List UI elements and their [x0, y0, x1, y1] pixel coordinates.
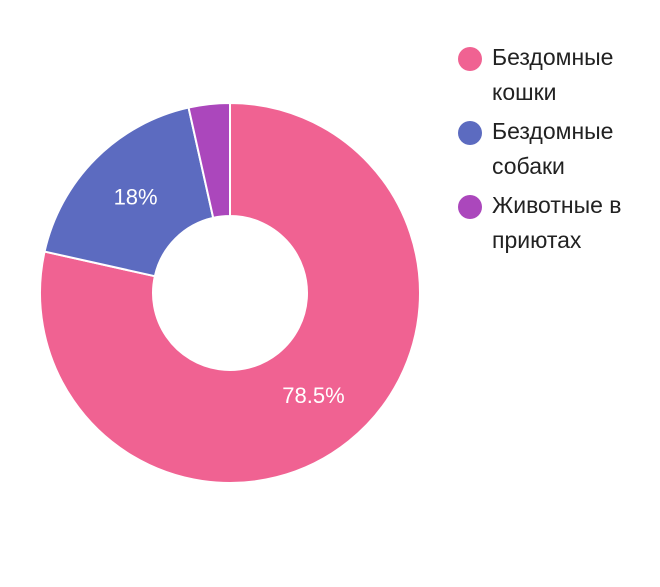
data-label-homeless-dogs: 18%	[114, 184, 158, 209]
donut-chart: 78.5% 18%	[39, 101, 421, 484]
data-label-homeless-cats: 78.5%	[282, 383, 344, 408]
legend-swatch-homeless-cats	[458, 47, 482, 71]
slice-shelter-animals[interactable]	[187, 101, 231, 220]
legend-swatch-shelter-animals	[458, 195, 482, 219]
legend: Бездомные кошки Бездомные собаки Животны…	[458, 40, 653, 262]
legend-label-homeless-dogs: Бездомные собаки	[492, 118, 614, 179]
legend-item-shelter-animals[interactable]: Животные в приютах	[458, 188, 653, 258]
legend-item-homeless-cats[interactable]: Бездомные кошки	[458, 40, 653, 110]
legend-label-homeless-cats: Бездомные кошки	[492, 44, 614, 105]
legend-item-homeless-dogs[interactable]: Бездомные собаки	[458, 114, 653, 184]
legend-swatch-homeless-dogs	[458, 121, 482, 145]
slice-homeless-dogs[interactable]	[43, 106, 215, 278]
legend-label-shelter-animals: Животные в приютах	[492, 192, 622, 253]
slice-homeless-cats[interactable]	[39, 101, 421, 484]
